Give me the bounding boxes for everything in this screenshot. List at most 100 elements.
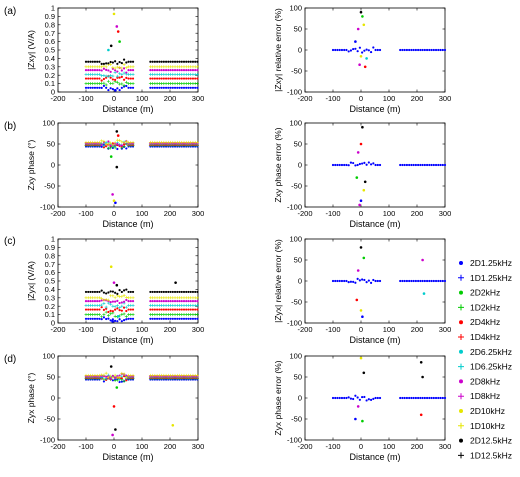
data-point xyxy=(419,279,422,283)
x-tick-label: 300 xyxy=(192,325,205,334)
data-point xyxy=(365,399,368,402)
data-point xyxy=(343,163,346,167)
x-tick-label: -200 xyxy=(297,442,312,451)
data-point xyxy=(160,300,163,303)
data-point xyxy=(352,161,355,165)
data-point xyxy=(399,396,402,400)
data-point xyxy=(176,300,179,303)
data-point xyxy=(173,77,177,80)
data-point xyxy=(131,317,135,320)
data-point xyxy=(129,60,132,63)
data-point xyxy=(358,279,361,282)
data-point xyxy=(443,163,447,167)
data-point xyxy=(164,308,168,311)
x-tick-label: -200 xyxy=(297,209,312,218)
data-point xyxy=(120,73,124,77)
data-point xyxy=(189,60,192,63)
data-point xyxy=(182,308,186,311)
data-point xyxy=(428,396,431,400)
data-point xyxy=(131,60,135,63)
y-axis-label: Zyx phase (°) xyxy=(26,373,36,424)
legend-item: 2D2kHz xyxy=(459,288,500,298)
data-point xyxy=(87,69,90,72)
data-point xyxy=(354,47,357,50)
data-point xyxy=(97,72,101,76)
data-point xyxy=(412,48,415,52)
data-point xyxy=(118,306,122,310)
data-point xyxy=(107,317,110,320)
data-point xyxy=(105,76,108,79)
data-point xyxy=(189,290,192,294)
data-point xyxy=(160,317,163,320)
data-point xyxy=(378,163,382,167)
data-point xyxy=(369,398,373,402)
data-point xyxy=(127,300,130,303)
legend-label: 2D6.25kHz xyxy=(470,347,512,357)
data-point xyxy=(185,69,188,72)
outlier-point xyxy=(111,193,114,196)
data-point xyxy=(336,279,339,283)
outlier-point xyxy=(115,386,119,389)
data-point xyxy=(102,64,106,68)
outlier-point xyxy=(112,199,116,202)
legend-marker xyxy=(458,422,464,429)
data-point xyxy=(131,82,135,86)
data-point xyxy=(153,60,156,63)
data-point xyxy=(122,312,126,316)
data-point xyxy=(336,48,339,52)
y-tick-label: 50 xyxy=(294,25,302,34)
x-tick-label: 100 xyxy=(136,325,149,334)
data-point xyxy=(358,398,361,401)
data-point xyxy=(169,86,172,89)
data-point xyxy=(105,307,108,310)
x-tick-label: 0 xyxy=(112,94,116,103)
x-tick-label: 0 xyxy=(112,209,116,218)
data-point xyxy=(98,290,101,294)
data-point xyxy=(104,83,108,87)
data-point xyxy=(118,138,122,142)
subplot: -200 -100 0 100 200 300-100-50050100Distance … xyxy=(273,235,451,345)
data-point xyxy=(118,309,121,312)
data-point xyxy=(120,309,123,312)
data-point xyxy=(358,46,361,49)
subplot: -200 -100 0 100 200 300-100-50050100Distance … xyxy=(26,119,204,229)
data-point xyxy=(349,397,353,400)
data-point xyxy=(340,163,344,167)
outlier-point xyxy=(114,428,117,431)
data-point xyxy=(185,290,188,294)
data-point xyxy=(96,308,99,311)
data-point xyxy=(98,60,101,63)
y-tick-label: -100 xyxy=(40,436,55,445)
data-point xyxy=(124,66,128,70)
y-tick-label: -100 xyxy=(287,319,302,328)
data-point xyxy=(127,308,130,311)
data-point xyxy=(131,303,135,307)
data-point xyxy=(187,86,190,89)
data-point xyxy=(425,163,429,167)
data-point xyxy=(156,60,159,63)
data-point xyxy=(120,82,124,86)
data-point xyxy=(89,60,92,63)
data-point xyxy=(158,317,161,320)
x-tick-label: 200 xyxy=(411,209,424,218)
data-point xyxy=(131,308,135,311)
data-point xyxy=(102,67,106,70)
data-point xyxy=(149,290,152,294)
x-tick-label: -200 xyxy=(297,94,312,103)
data-point xyxy=(125,309,128,313)
legend-marker xyxy=(459,290,463,295)
data-point xyxy=(439,279,442,283)
data-point xyxy=(122,375,126,378)
y-axis-label: |Zxy| relative error (%) xyxy=(273,8,283,92)
data-point xyxy=(106,375,110,379)
data-point xyxy=(113,296,117,300)
data-point xyxy=(116,62,119,65)
outlier-point xyxy=(109,44,113,48)
outlier-point xyxy=(361,315,364,319)
data-point xyxy=(410,48,413,52)
data-point xyxy=(437,396,440,400)
data-point xyxy=(125,76,128,79)
legend-label: 2D1.25kHz xyxy=(470,258,512,268)
data-point xyxy=(102,62,106,65)
data-point xyxy=(164,86,168,89)
